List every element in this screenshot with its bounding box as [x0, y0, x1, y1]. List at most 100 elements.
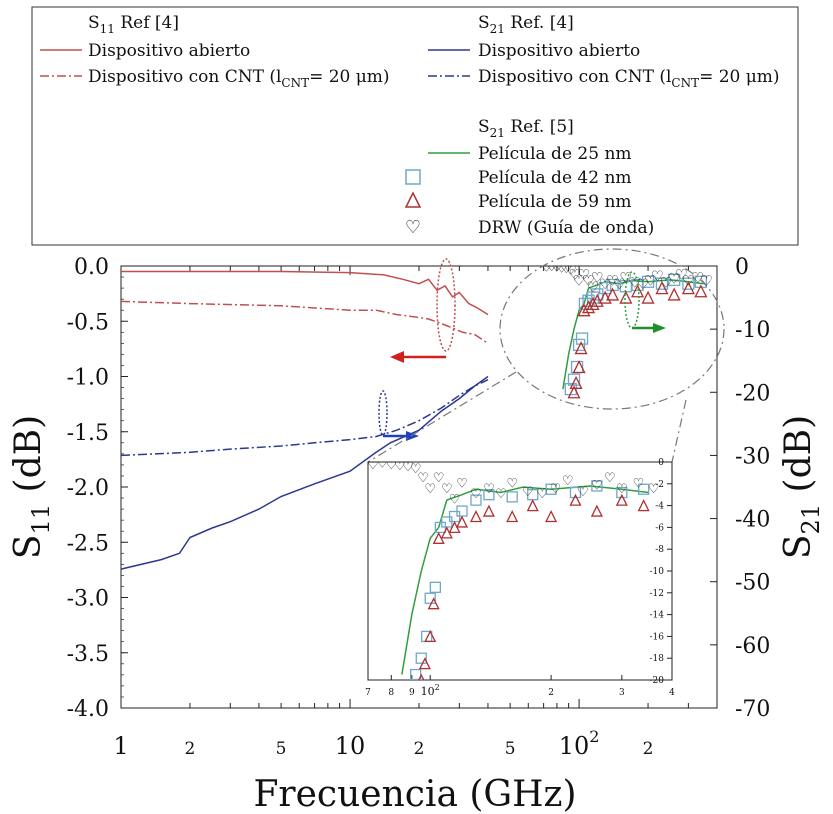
heart-marker: ♡ [691, 270, 704, 286]
heart-marker: ♡ [410, 462, 422, 477]
legend-ref5: S21 Ref. [5] Película de 25 nm Película … [404, 117, 654, 238]
legend-marker-59nm-triangle-icon [404, 191, 422, 208]
triangle-marker [655, 281, 669, 295]
heart-marker: ♡ [483, 482, 495, 497]
heart-marker: ♡ [417, 471, 429, 486]
legend-label-s21-abierto: Dispositivo abierto [478, 41, 640, 61]
x-minor-tick-label: 5 [505, 739, 516, 759]
square-marker [575, 332, 589, 345]
triangle-marker [427, 597, 440, 610]
y-tick-label: -2.0 [67, 476, 109, 501]
inset-series-line-0 [401, 485, 649, 675]
triangle-marker [526, 499, 539, 512]
y2-tick-label: -70 [735, 697, 770, 722]
heart-marker: ♡ [441, 482, 453, 497]
triangle-marker [418, 657, 431, 670]
legend-right-title: S21 Ref. [4] [478, 13, 574, 36]
inset-x-tick-label: 8 [388, 688, 394, 698]
heart-marker: ♡ [456, 476, 468, 491]
series-line-0 [121, 270, 489, 316]
y-tick-label: -1.0 [67, 366, 109, 391]
square-marker [424, 592, 436, 604]
heart-marker: ♡ [564, 262, 577, 278]
heart-marker: ♡ [550, 260, 563, 276]
heart-marker: ♡ [644, 274, 657, 290]
square-marker [410, 668, 422, 680]
inset-y-tick-label: -14 [650, 611, 665, 621]
y2-tick-label: -20 [735, 381, 770, 406]
square-marker [641, 275, 655, 288]
y2-tick-label: -10 [735, 318, 770, 343]
heart-marker: ♡ [668, 272, 681, 288]
main-series: ♡♡♡♡♡♡♡♡♡♡♡♡♡♡♡♡♡♡♡♡♡♡♡♡♡♡ [121, 260, 713, 570]
heart-marker: ♡ [616, 482, 628, 497]
heart-marker: ♡ [394, 459, 406, 474]
x-minor-tick-label: 2 [185, 739, 196, 759]
square-marker [567, 373, 581, 386]
heart-marker: ♡ [591, 478, 603, 493]
inset-x-tick-label: 102 [421, 683, 440, 698]
inset-y-tick-label: -18 [650, 654, 665, 664]
inset-y-tick-label: -20 [650, 676, 665, 686]
triangle-marker [569, 375, 583, 389]
y-tick-label: -2.5 [67, 531, 109, 556]
heart-marker: ♡ [700, 274, 713, 290]
triangle-marker [641, 290, 655, 304]
inset-x-tick-label: 3 [619, 688, 625, 698]
square-marker [564, 382, 577, 396]
heart-marker: ♡ [555, 260, 568, 276]
heart-marker: ♡ [648, 482, 660, 497]
legend-label-drw: DRW (Guía de onda) [478, 218, 654, 238]
y2-tick-label: -60 [735, 634, 770, 659]
zoom-ellipse-annotation [499, 248, 725, 410]
triangle-marker [637, 499, 650, 512]
heart-marker: ♡ [506, 476, 518, 491]
triangle-marker [424, 629, 437, 643]
square-marker [591, 288, 604, 301]
triangle-marker [569, 493, 582, 506]
heart-marker: ♡ [560, 261, 573, 277]
inset-x-tick-sup: 2 [435, 683, 440, 692]
square-marker [572, 338, 586, 352]
square-marker [483, 489, 495, 501]
legend-marker-42nm-square-icon [405, 169, 421, 185]
square-marker [599, 281, 612, 295]
triangle-marker [667, 287, 681, 301]
square-marker [591, 480, 603, 492]
triangle-marker [681, 281, 695, 295]
legend-left-title: S11 Ref [4] [88, 13, 179, 36]
heart-marker: ♡ [433, 471, 445, 486]
triangle-marker [631, 284, 645, 298]
triangle-marker [694, 284, 708, 298]
heart-marker: ♡ [536, 487, 548, 502]
heart-marker: ♡ [367, 458, 379, 473]
legend-label-s11-abierto: Dispositivo abierto [88, 41, 250, 61]
square-marker [667, 273, 681, 287]
square-marker [415, 652, 427, 664]
x-minor-tick-label: 2 [414, 739, 425, 759]
y-tick-label: -0.5 [67, 310, 109, 335]
y-tick-label: -4.0 [67, 697, 109, 722]
inset-y-tick-label: -2 [655, 480, 664, 490]
heart-marker: ♡ [562, 474, 574, 489]
inset-frame [367, 461, 673, 681]
inset-x-tick-label: 4 [669, 688, 675, 698]
legend-label-25nm: Película de 25 nm [478, 144, 632, 164]
inset-y-tick-label: -16 [650, 632, 665, 642]
ref5-arrowhead-right-icon [653, 323, 666, 333]
triangle-marker [574, 341, 588, 355]
svg-text:S21 (dB): S21 (dB) [778, 415, 825, 559]
legend-label-59nm: Película de 59 nm [478, 192, 632, 212]
triangle-marker [619, 290, 633, 304]
zoom-connector-left [367, 371, 517, 463]
y-tick-label: -3.0 [67, 587, 109, 612]
heart-marker: ♡ [604, 471, 616, 486]
heart-marker: ♡ [606, 274, 619, 290]
square-marker [655, 277, 669, 290]
axes-ticks: 0.0 -0.5 -1.0 -1.5 -2.0 -2.5 -3.0 -3.5 -4.0 0 -10 -… [67, 255, 771, 760]
square-marker [694, 275, 707, 288]
x-tick-sup: 2 [589, 727, 599, 746]
triangle-marker [506, 510, 519, 523]
svg-text:S11 (dB): S11 (dB) [8, 415, 55, 559]
